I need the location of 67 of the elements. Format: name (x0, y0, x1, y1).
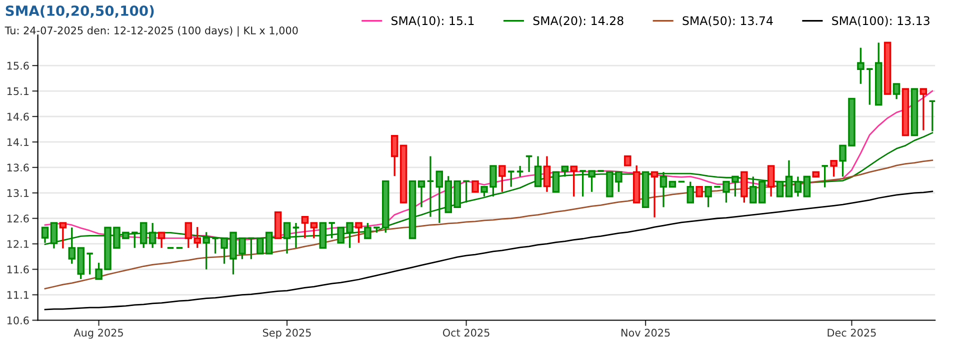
candlestick (462, 180, 470, 204)
candlestick (624, 155, 632, 166)
y-tick-label: 12.1 (7, 240, 29, 248)
candlestick (920, 88, 928, 132)
candlestick (892, 83, 900, 100)
x-tick-label: Dec 2025 (828, 328, 876, 337)
candlestick (750, 176, 757, 204)
candlestick (561, 166, 568, 178)
candlestick (866, 68, 874, 106)
candlestick (650, 171, 658, 218)
x-tick-label: Sep 2025 (262, 328, 311, 339)
line-series (44, 190, 934, 310)
candlestick (543, 155, 551, 193)
y-tick-label: 11.6 (7, 266, 29, 274)
candlestick (570, 166, 578, 198)
legend-label: SMA(100): 13.13 (832, 16, 930, 27)
line-series (44, 160, 934, 290)
y-tick-label: 15.6 (7, 62, 29, 70)
candlestick (794, 176, 802, 198)
x-tick-label: Oct 2025 (442, 328, 490, 337)
y-tick-label: 12.6 (7, 214, 29, 222)
candlestick (686, 180, 694, 204)
chart-title: SMA(10,20,50,100) (6, 5, 154, 18)
candlestick (767, 165, 775, 198)
candlestick (328, 222, 336, 240)
candlestick (534, 155, 542, 188)
y-tick-label: 15.1 (7, 87, 29, 96)
candlestick (86, 252, 94, 276)
candlestick (776, 180, 784, 198)
y-tick-label: 10.6 (7, 316, 29, 324)
candlestick (578, 170, 587, 198)
candlestick (418, 180, 426, 208)
candlestick (552, 171, 560, 193)
legend-label: SMA(50): 13.74 (682, 16, 773, 27)
candlestick (588, 170, 596, 193)
candlestick (184, 222, 192, 249)
candlestick (758, 180, 766, 204)
candlestick (301, 216, 309, 240)
y-tick-label: 11.1 (7, 291, 29, 299)
candlestick (355, 222, 362, 244)
y-tick-label: 13.6 (7, 164, 29, 172)
candlestick (785, 159, 793, 198)
candlestick (820, 165, 829, 188)
candlestick (857, 46, 864, 85)
chart-subtitle: Tu: 24-07-2025 den: 12-12-2025 (100 days) | KL x 1,000 (4, 26, 298, 37)
candlestick (704, 186, 712, 208)
candlestick (696, 186, 703, 198)
y-tick-label: 14.6 (7, 112, 29, 121)
candlestick (660, 171, 668, 208)
candlestick (364, 222, 372, 240)
legend-label: SMA(20): 14.28 (533, 16, 624, 27)
y-tick-label: 13.1 (7, 189, 29, 198)
candlestick (310, 222, 318, 240)
x-tick-label: Nov 2025 (622, 328, 670, 337)
candlestick (830, 160, 838, 178)
x-tick-label: Aug 2025 (74, 328, 123, 339)
candlestick (390, 135, 398, 177)
candlestick (498, 165, 506, 193)
candlestick (472, 180, 479, 193)
candlestick (158, 232, 166, 249)
candlestick (194, 226, 201, 249)
candlestick (803, 176, 811, 198)
candlestick (516, 165, 524, 178)
legend-label: SMA(10): 15.1 (392, 16, 474, 27)
candlestick (59, 222, 67, 250)
candlestick (507, 170, 516, 188)
y-tick-label: 14.1 (7, 138, 29, 146)
